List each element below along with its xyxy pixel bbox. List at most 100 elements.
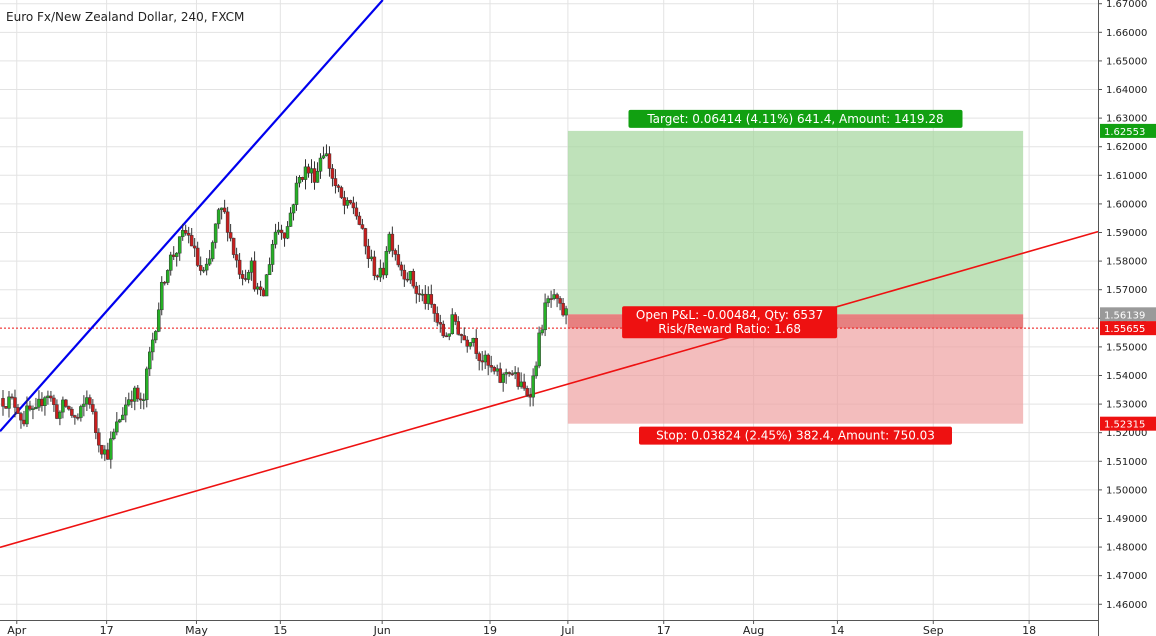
candle-body [558, 298, 562, 304]
candle [318, 153, 323, 179]
candle [34, 397, 38, 410]
candle-body [471, 337, 475, 343]
candle-body [495, 368, 499, 372]
y-tick-label: 1.58000 [1106, 257, 1147, 268]
candle [558, 296, 562, 311]
price-axis[interactable]: 1.67000 1.66000 1.65000 1.64000 1.63000 1.620… [1098, 0, 1156, 636]
candle-body [501, 373, 505, 383]
candle [112, 428, 116, 441]
candle [375, 274, 380, 281]
candle-body [264, 274, 269, 297]
candle-body [162, 281, 167, 284]
candle-body [462, 335, 466, 341]
pnl-label-box [622, 306, 838, 339]
candle-body [34, 406, 38, 410]
candle [7, 391, 11, 418]
candle [561, 297, 565, 317]
candle-body [465, 339, 469, 347]
y-tick-label: 1.52000 [1106, 428, 1147, 439]
candle-body [474, 337, 478, 354]
candle-body [489, 365, 493, 368]
stop-label-text: Stop: 0.03824 (2.45%) 382.4, Amount: 750… [656, 429, 935, 443]
candle-body [288, 212, 293, 227]
candle [64, 398, 68, 408]
candle-body [279, 229, 284, 234]
x-tick-label: 18 [1022, 624, 1036, 636]
candle-body [402, 269, 407, 280]
candle [471, 337, 475, 347]
axis-price-label: 1.56139 [1104, 310, 1145, 321]
candle-body [67, 406, 71, 410]
axis-price-badge [1100, 307, 1156, 322]
candle [10, 393, 14, 400]
candle-body [432, 304, 437, 314]
candle [327, 146, 332, 177]
candle-body [124, 404, 128, 416]
candle-body [195, 247, 200, 266]
candle-body [183, 230, 188, 234]
candle-body [480, 360, 484, 363]
candle-body [145, 368, 149, 400]
position-labels: Target: 0.06414 (4.11%) 641.4, Amount: 1… [622, 109, 963, 445]
time-axis[interactable]: Apr 17 May 15 Jun 19 Jul 17 Aug 14 Sep 18 [0, 620, 1098, 636]
candle [369, 249, 374, 262]
candle-body [399, 264, 404, 271]
candle-body [336, 185, 341, 188]
candle-body [369, 256, 374, 259]
candle-body [40, 398, 44, 406]
candle [58, 410, 62, 426]
candle [543, 293, 547, 337]
candle-body [121, 414, 125, 421]
candle-body [133, 387, 137, 402]
candle [462, 327, 466, 341]
candle-body [417, 293, 422, 295]
candle-body [1, 398, 5, 407]
x-tick-label: 15 [273, 624, 287, 636]
candle [234, 247, 239, 268]
candle [345, 197, 350, 209]
candle [165, 269, 170, 286]
candle [504, 368, 508, 384]
pnl-label: Open P&L: -0.00484, Qty: 6537Risk/Reward… [622, 306, 838, 339]
candle-body [525, 388, 529, 396]
candle [82, 395, 86, 417]
candle [31, 405, 35, 420]
candle [139, 392, 143, 409]
candle-body [109, 438, 113, 460]
candle-body [297, 176, 302, 184]
candle [468, 342, 472, 350]
candle [22, 410, 26, 427]
candle-body [330, 168, 335, 179]
candle-body [504, 372, 508, 375]
candle [210, 240, 215, 262]
candle [531, 368, 535, 407]
candle-body [127, 399, 131, 406]
candle [435, 306, 440, 327]
candle [387, 231, 392, 254]
y-tick-label: 1.59000 [1106, 228, 1147, 239]
y-tick-label: 1.50000 [1106, 485, 1147, 496]
candle [174, 252, 179, 267]
candle [351, 196, 356, 215]
candle-body [49, 395, 53, 399]
candle [231, 237, 236, 259]
candle [103, 445, 107, 461]
candle-body [73, 415, 77, 418]
candle [315, 162, 320, 183]
candle-body [486, 354, 490, 366]
candle [121, 407, 125, 421]
candle [240, 270, 245, 286]
trendlines[interactable] [0, 0, 1099, 549]
candle-body [22, 419, 26, 425]
candle [564, 305, 568, 325]
axis-price-label: 1.55655 [1104, 324, 1145, 335]
candle [492, 365, 496, 375]
blue-trendline [0, 0, 384, 432]
candle [360, 218, 365, 230]
candle [168, 251, 173, 276]
candle-body [375, 275, 380, 278]
candle-body [186, 233, 191, 236]
candle [507, 371, 511, 377]
candle [291, 203, 296, 221]
